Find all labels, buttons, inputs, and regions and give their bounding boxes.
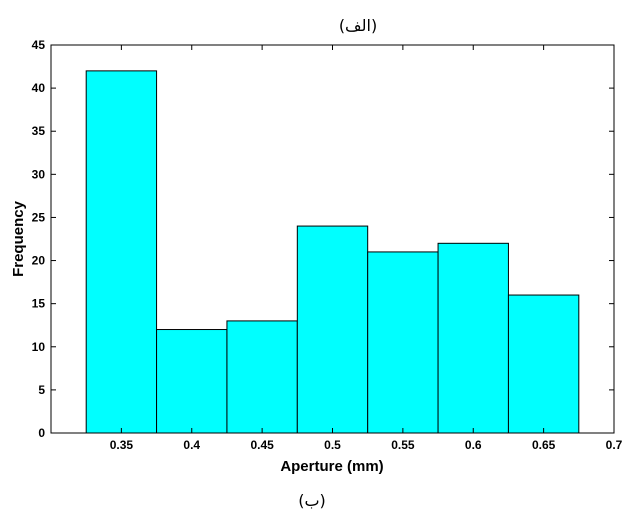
bars-group [85,70,580,434]
x-tick-label-0.5: 0.5 [324,438,341,452]
x-tick-label-0.7: 0.7 [606,438,623,452]
x-axis-label: Aperture (mm) [280,458,383,475]
x-axis-ticks: 0.35 0.4 0.45 0.5 0.55 0.6 0.65 0.7 [110,45,623,452]
bar-0.65 [507,294,580,434]
bar-0.6 [437,242,509,434]
y-tick-label-45: 45 [32,38,46,52]
y-tick-label-0: 0 [38,426,45,440]
x-tick-label-0.65: 0.65 [532,438,556,452]
top-caption: (الف) [339,16,377,35]
bar-0.4 [156,329,228,434]
bar-0.5 [296,225,369,434]
y-tick-label-35: 35 [32,124,46,138]
bar-0.35 [85,70,158,434]
y-axis-ticks: 0 5 10 15 20 25 30 35 40 45 [32,38,614,440]
bar-0.45 [226,320,298,434]
y-tick-label-40: 40 [32,81,46,95]
y-tick-label-15: 15 [32,297,46,311]
y-tick-label-30: 30 [32,167,46,181]
y-tick-label-5: 5 [38,383,45,397]
y-tick-label-10: 10 [32,340,46,354]
x-tick-label-0.35: 0.35 [110,438,134,452]
bottom-caption: (ب) [298,491,326,510]
y-tick-label-20: 20 [32,254,46,268]
x-tick-label-0.55: 0.55 [391,438,415,452]
x-tick-label-0.4: 0.4 [183,438,200,452]
x-tick-label-0.6: 0.6 [465,438,482,452]
x-tick-label-0.45: 0.45 [250,438,274,452]
plot-frame [50,44,615,434]
y-axis-label: Frequency [10,200,27,277]
y-tick-label-25: 25 [32,210,46,224]
bar-0.55 [367,251,439,434]
